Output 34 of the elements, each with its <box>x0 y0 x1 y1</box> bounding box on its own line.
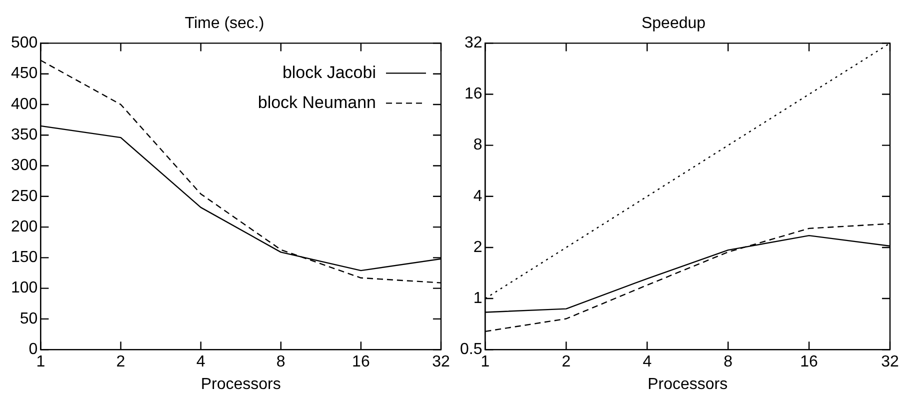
x-tick-label: 4 <box>196 354 206 371</box>
y-tick-label: 400 <box>10 96 38 113</box>
legend-label: block Jacobi <box>282 62 376 82</box>
y-tick-label: 0.5 <box>460 341 482 358</box>
x-tick-label: 32 <box>432 354 450 371</box>
x-tick-label: 32 <box>881 354 899 371</box>
y-tick-label: 500 <box>10 34 38 52</box>
x-tick-label: 2 <box>116 354 126 371</box>
x-tick-label: 4 <box>642 354 652 371</box>
y-tick-label: 1 <box>473 290 482 307</box>
x-axis-title: Processors <box>648 376 728 393</box>
x-axis-title: Processors <box>200 376 281 393</box>
y-tick-label: 8 <box>473 136 482 154</box>
y-tick-label: 250 <box>10 188 38 205</box>
y-tick-label: 100 <box>10 280 38 297</box>
y-tick-label: 450 <box>10 65 38 82</box>
chart-title: Time (sec.) <box>184 15 264 32</box>
y-tick-label: 16 <box>464 86 482 103</box>
y-tick-label: 300 <box>10 157 38 174</box>
y-tick-label: 2 <box>473 238 482 256</box>
x-tick-label: 2 <box>562 354 571 371</box>
y-tick-label: 50 <box>20 310 38 328</box>
y-tick-label: 350 <box>10 126 38 144</box>
x-tick-label: 8 <box>724 354 733 371</box>
x-tick-label: 8 <box>276 354 286 371</box>
x-tick-label: 16 <box>352 354 370 371</box>
y-tick-label: 32 <box>464 34 482 52</box>
y-tick-label: 150 <box>10 249 38 266</box>
legend-label: block Neumann <box>258 92 376 112</box>
x-tick-label: 16 <box>800 354 818 371</box>
y-tick-label: 4 <box>473 188 482 205</box>
y-tick-label: 0 <box>28 341 38 358</box>
chart-title: Speedup <box>641 15 706 32</box>
y-tick-label: 200 <box>10 218 38 236</box>
